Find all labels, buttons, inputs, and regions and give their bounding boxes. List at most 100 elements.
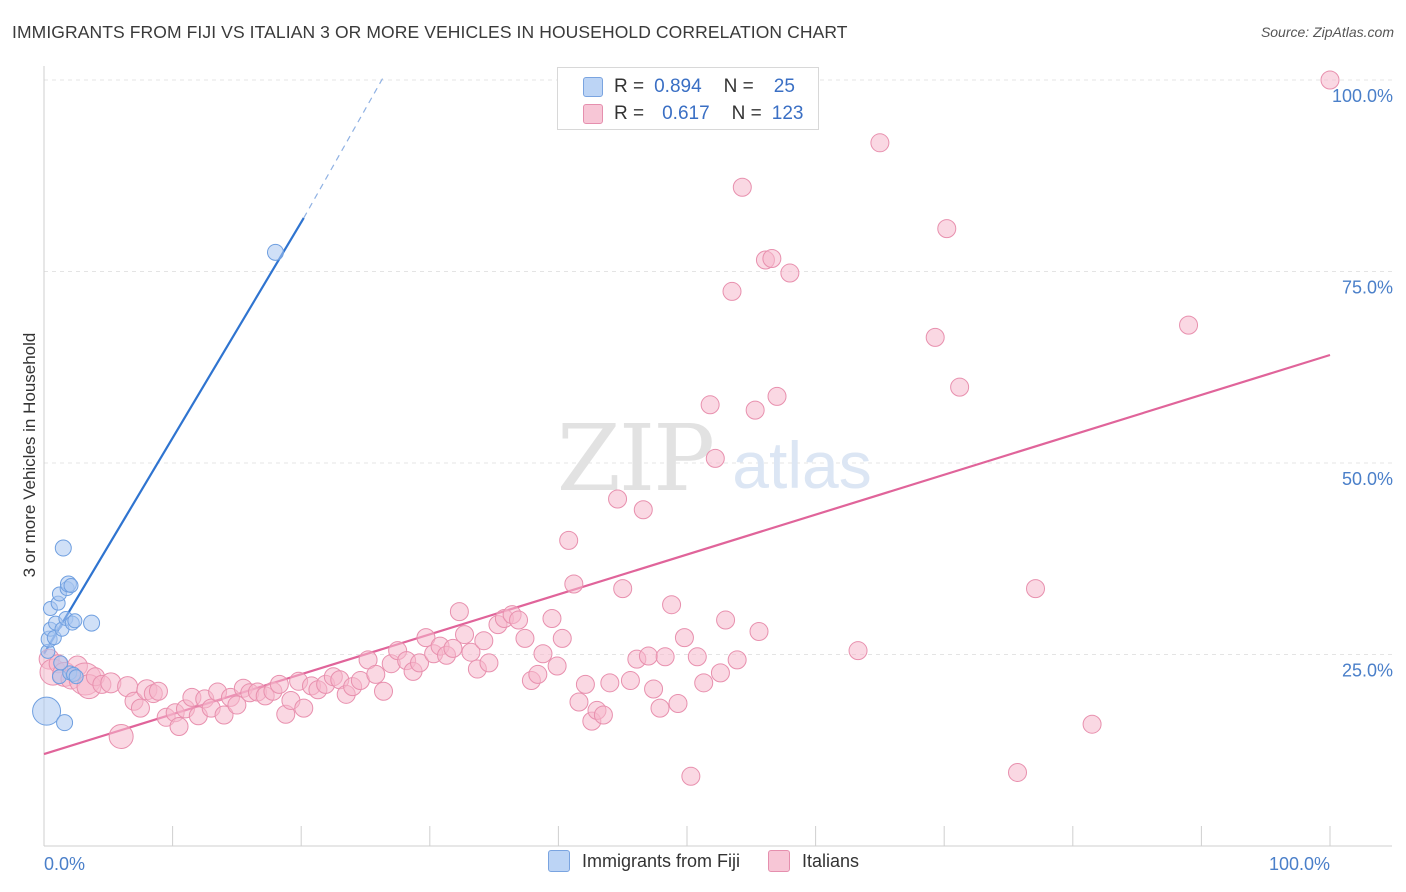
italians-point <box>1179 315 1199 335</box>
italians-point <box>613 579 633 599</box>
italians-point <box>655 647 675 667</box>
italians-point <box>559 530 579 550</box>
italians-point <box>644 679 664 699</box>
fiji-point <box>67 613 83 629</box>
stats-row-italians: R = 0.617 N = 123 <box>583 102 804 126</box>
italians-point <box>148 681 168 701</box>
stats-legend: R = 0.894 N = 25 R = 0.617 N = 123 <box>557 67 819 130</box>
y-axis-label: 3 or more Vehicles in Household <box>20 333 39 578</box>
italians-point <box>1082 714 1102 734</box>
italians-point <box>528 664 548 684</box>
italians-point <box>950 377 970 397</box>
y-tick-label: 75.0% <box>1342 278 1393 298</box>
italians-point <box>542 608 562 628</box>
watermark: ZIP atlas <box>557 405 872 512</box>
r-label: R = <box>614 103 645 124</box>
r-value: 0.894 <box>654 76 702 97</box>
italians-point <box>732 177 752 197</box>
legend-item-italians: Italians <box>768 850 859 872</box>
italians-point <box>227 695 247 715</box>
watermark-atlas: atlas <box>732 428 871 502</box>
italians-point <box>700 395 720 415</box>
italians-point <box>681 766 701 786</box>
italians-point <box>674 628 694 648</box>
legend-label-italians: Italians <box>802 850 860 871</box>
watermark-zip: ZIP <box>557 405 713 512</box>
n-value: 123 <box>771 103 804 124</box>
italians-point <box>479 653 499 673</box>
fiji-point <box>53 655 69 671</box>
italians-point <box>600 673 620 693</box>
italians-point <box>1008 762 1028 782</box>
italians-point <box>575 674 595 694</box>
italians-point <box>358 650 378 670</box>
italians-point <box>925 327 945 347</box>
fiji-point <box>68 669 84 685</box>
chart-title: IMMIGRANTS FROM FIJI VS ITALIAN 3 OR MOR… <box>12 22 848 42</box>
y-tick-label: 100.0% <box>1332 86 1393 106</box>
grid <box>44 79 1392 655</box>
italians-point <box>515 628 535 648</box>
italians-point <box>410 653 430 673</box>
n-value: 25 <box>773 76 795 97</box>
fiji-point <box>56 714 74 732</box>
legend: Immigrants from Fiji Italians <box>548 850 887 872</box>
r-value: 0.617 <box>662 103 710 124</box>
legend-item-fiji: Immigrants from Fiji <box>548 850 740 872</box>
x-tick-label: 0.0% <box>44 854 85 874</box>
italians-point <box>547 656 567 676</box>
swatch-fiji <box>583 77 603 97</box>
italians-point <box>870 133 890 153</box>
n-label: N = <box>731 103 762 124</box>
italians-point <box>449 602 469 622</box>
data-points <box>32 70 1340 786</box>
italians-point <box>461 642 481 662</box>
italians-point <box>1320 70 1340 90</box>
y-tick-label: 25.0% <box>1342 661 1393 681</box>
italians-point <box>662 595 682 615</box>
italians-point <box>727 650 747 670</box>
italians-point <box>214 705 234 725</box>
r-label: R = <box>614 76 645 97</box>
italians-point <box>762 248 782 268</box>
italians-point <box>780 263 800 283</box>
italians-point <box>569 692 589 712</box>
italians-point <box>552 628 572 648</box>
italians-point <box>443 638 463 658</box>
y-tick-label: 50.0% <box>1342 469 1393 489</box>
italians-point <box>169 717 189 737</box>
fiji-point <box>54 539 72 557</box>
fiji-point <box>83 614 101 632</box>
fiji-point <box>32 696 62 726</box>
italians-point <box>374 681 394 701</box>
italians-point <box>1026 579 1046 599</box>
italians-point <box>608 489 628 509</box>
italians-point <box>533 644 553 664</box>
trend-line-fiji <box>43 217 305 655</box>
legend-swatch-italians <box>768 850 791 872</box>
italians-point <box>130 698 150 718</box>
tick-labels: 0.0% 100.0% 25.0% 50.0% 75.0% 100.0% <box>44 86 1393 874</box>
italians-point <box>108 723 134 749</box>
italians-point <box>416 628 436 648</box>
italians-point <box>745 400 765 420</box>
trend-line-fiji-extension <box>303 74 386 219</box>
legend-label-fiji: Immigrants from Fiji <box>582 850 741 871</box>
italians-point <box>668 694 688 714</box>
x-tick-label: 100.0% <box>1269 854 1330 874</box>
italians-point <box>848 641 868 661</box>
italians-point <box>705 448 725 468</box>
italians-point <box>593 705 613 725</box>
swatch-italians <box>583 104 603 124</box>
italians-point <box>650 698 670 718</box>
italians-point <box>474 631 494 651</box>
italians-point <box>294 698 314 718</box>
stats-row-fiji: R = 0.894 N = 25 <box>583 75 795 99</box>
n-label: N = <box>723 76 754 97</box>
italians-point <box>937 219 957 239</box>
legend-swatch-fiji <box>548 850 570 872</box>
fiji-point <box>266 243 284 261</box>
italians-point <box>366 664 386 684</box>
italians-point <box>722 281 742 301</box>
